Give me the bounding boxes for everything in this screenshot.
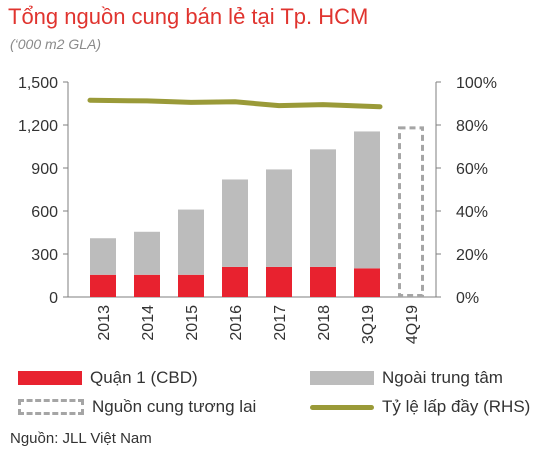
right-tick-label: 80% — [456, 118, 488, 135]
left-tick-label: 900 — [31, 161, 58, 178]
legend-item-future: Nguồn cung tương lai — [18, 397, 256, 417]
left-tick-label: 300 — [31, 247, 58, 264]
bar-outside — [134, 231, 160, 275]
category-label: 2016 — [228, 305, 245, 341]
legend-item-outside: Ngoài trung tâm — [310, 368, 503, 388]
bar-outside — [222, 179, 248, 267]
bar-cbd — [354, 268, 380, 297]
left-tick-label: 1,200 — [18, 118, 58, 135]
left-tick-label: 1,500 — [18, 75, 58, 92]
bar-future — [398, 126, 424, 297]
right-tick-label: 100% — [456, 75, 497, 92]
right-tick-label: 40% — [456, 204, 488, 221]
bar-outside — [354, 131, 380, 269]
legend-swatch-occupancy — [310, 404, 374, 410]
category-label: 4Q19 — [404, 305, 421, 344]
bar-cbd — [310, 266, 336, 297]
legend-label-outside: Ngoài trung tâm — [382, 368, 503, 387]
right-tick-label: 20% — [456, 247, 488, 264]
legend-label-future: Nguồn cung tương lai — [92, 397, 257, 416]
legend-label-occupancy: Tỷ lệ lấp đầy (RHS) — [382, 397, 531, 416]
category-label: 2018 — [316, 305, 333, 341]
chart-title: Tổng nguồn cung bán lẻ tại Tp. HCM — [8, 4, 369, 29]
bar-cbd — [90, 274, 116, 297]
category-label: 2013 — [96, 305, 113, 341]
legend-swatch-outside — [310, 371, 374, 385]
bar-outside — [178, 209, 204, 275]
source-note: Nguồn: JLL Việt Nam — [10, 430, 152, 447]
left-tick-label: 600 — [31, 204, 58, 221]
legend-swatch-cbd — [18, 371, 82, 385]
chart-subtitle: (‘000 m2 GLA) — [10, 36, 102, 52]
bar-cbd — [134, 274, 160, 297]
bar-outside — [310, 149, 336, 267]
left-tick-label: 0 — [49, 290, 58, 307]
category-label: 2017 — [272, 305, 289, 341]
category-label: 2015 — [184, 305, 201, 341]
bar-outside — [266, 169, 292, 267]
bar-outside — [90, 238, 116, 275]
right-tick-label: 60% — [456, 161, 488, 178]
right-tick-label: 0% — [456, 290, 479, 307]
occupancy-line — [87, 97, 383, 110]
bar-cbd — [266, 266, 292, 297]
legend-label-cbd: Quận 1 (CBD) — [90, 368, 198, 387]
category-label: 2014 — [140, 305, 157, 341]
legend-swatch-future — [18, 399, 84, 415]
bar-cbd — [178, 274, 204, 297]
category-label: 3Q19 — [360, 305, 377, 344]
bar-cbd — [222, 266, 248, 297]
legend-item-cbd: Quận 1 (CBD) — [18, 368, 198, 388]
legend-item-occupancy: Tỷ lệ lấp đầy (RHS) — [310, 397, 530, 417]
